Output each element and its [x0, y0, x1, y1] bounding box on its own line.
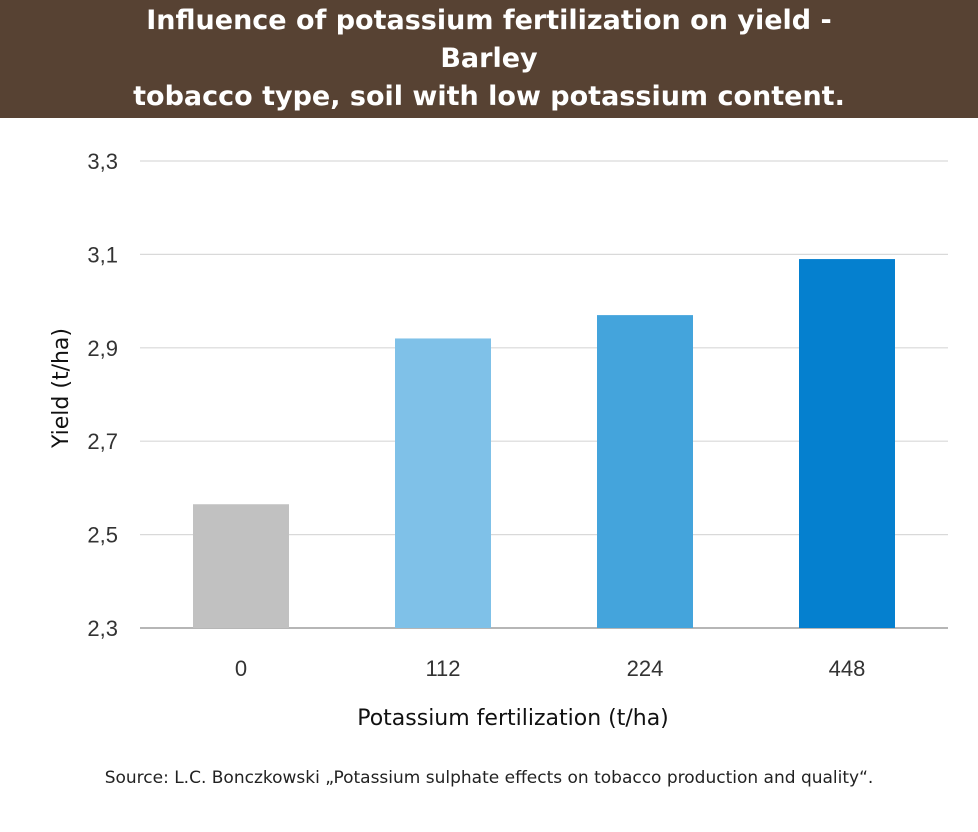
x-tick-labels: 0 112 224 448: [235, 656, 865, 681]
bars: [193, 259, 895, 628]
source-citation: Source: L.C. Bonczkowski „Potassium sulp…: [104, 768, 874, 788]
bar-224: [597, 315, 693, 628]
bar-448: [799, 259, 895, 628]
chart-title: Influence of potassium fertilization on …: [109, 2, 869, 116]
y-tick-label: 3,1: [87, 242, 118, 267]
y-tick-label: 2,3: [87, 616, 118, 641]
y-axis-label: Yield (t/ha): [49, 328, 74, 449]
x-tick-label: 448: [829, 656, 866, 681]
x-tick-label: 0: [235, 656, 247, 681]
y-tick-label: 2,9: [87, 336, 118, 361]
x-tick-label: 224: [627, 656, 664, 681]
y-tick-label: 2,5: [87, 523, 118, 548]
y-tick-label: 2,7: [87, 429, 118, 454]
y-tick-label: 3,3: [87, 149, 118, 174]
y-tick-labels: 2,3 2,5 2,7 2,9 3,1 3,3: [87, 149, 118, 641]
bar-112: [395, 338, 491, 628]
x-axis-label: Potassium fertilization (t/ha): [357, 706, 669, 731]
chart-title-line1: Influence of potassium fertilization on …: [146, 5, 832, 74]
bar-0: [193, 504, 289, 628]
x-tick-label: 112: [425, 656, 460, 681]
bar-chart: 2,3 2,5 2,7 2,9 3,1 3,3 0 112 224 448 Yield (t/h…: [49, 149, 948, 731]
chart-header: Influence of potassium fertilization on …: [0, 0, 978, 118]
chart-title-line2: tobacco type, soil with low potassium co…: [133, 81, 845, 112]
